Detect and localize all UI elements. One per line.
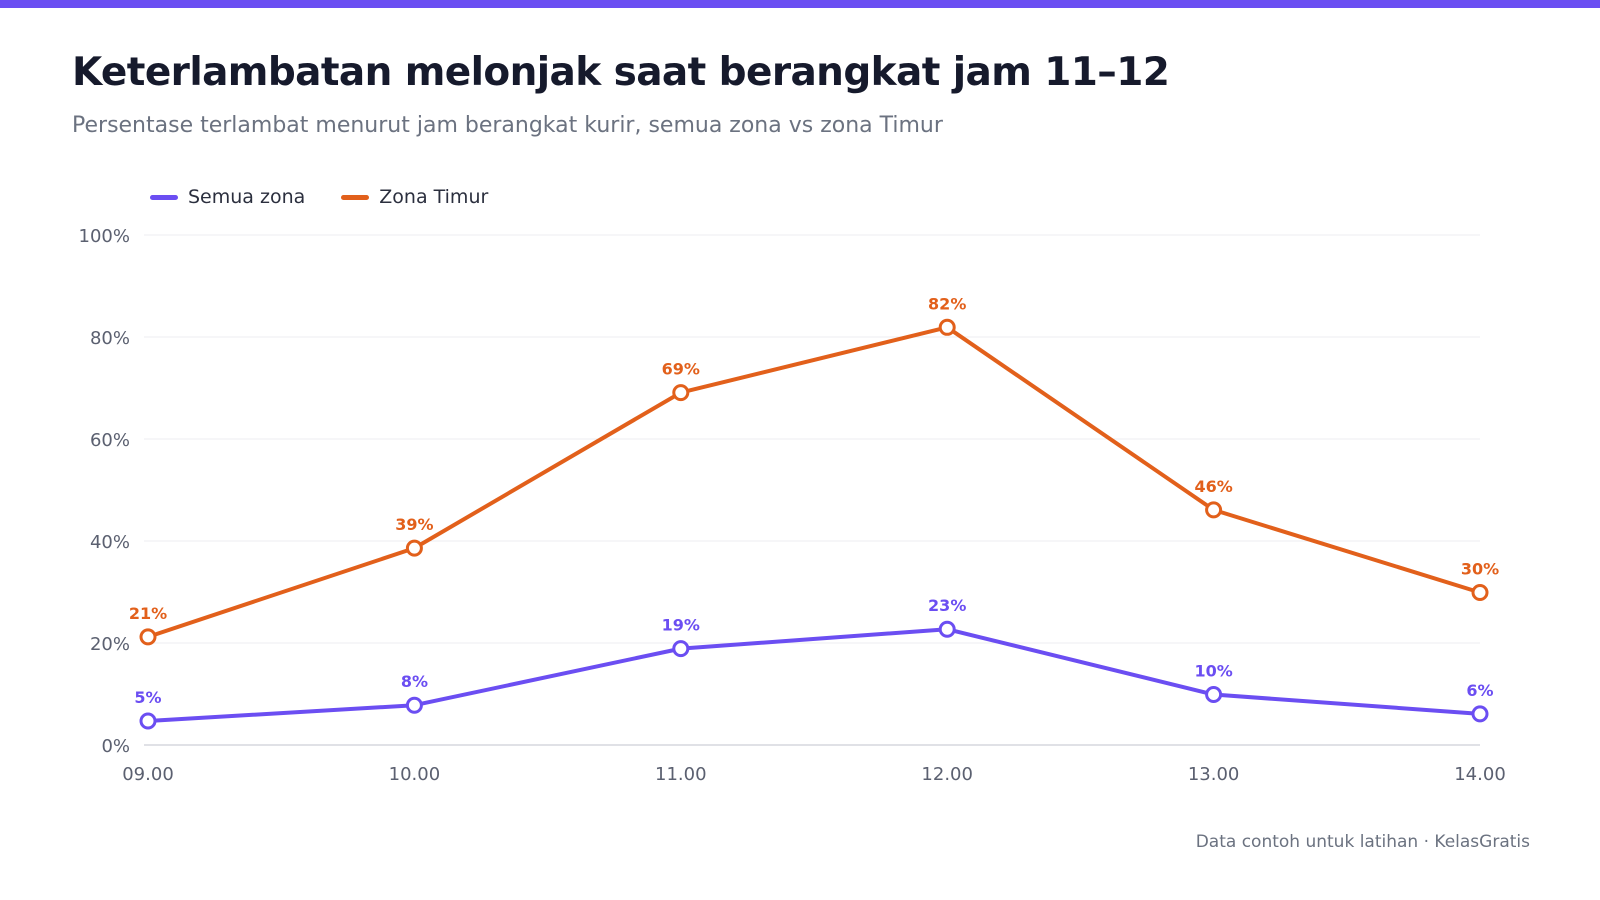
data-label-semua-zona: 8% [401,672,428,691]
legend-item-zona-timur: Zona Timur [341,186,488,208]
data-label-zona-timur: 69% [662,360,700,379]
y-tick-label: 80% [90,328,130,349]
legend-label-zona-timur: Zona Timur [379,186,489,208]
data-point-semua-zona [1471,705,1489,723]
data-label-semua-zona: 19% [662,616,700,635]
data-point-semua-zona [672,640,690,658]
y-tick-label: 60% [90,430,130,451]
data-point-zona-timur [1471,584,1489,602]
x-tick-label: 13.00 [1188,764,1240,785]
data-label-zona-timur: 30% [1461,560,1499,579]
y-tick-label: 20% [90,634,130,655]
data-label-semua-zona: 23% [928,596,966,615]
legend: Semua zona Zona Timur [150,186,524,208]
data-point-semua-zona [938,620,956,638]
footer-note: Data contoh untuk latihan · KelasGratis [1195,832,1530,852]
top-accent-bar [0,0,1600,8]
data-point-semua-zona [405,696,423,714]
data-label-semua-zona: 10% [1194,662,1232,681]
data-point-zona-timur [139,628,157,646]
x-tick-label: 09.00 [122,764,174,785]
data-point-zona-timur [672,384,690,402]
legend-label-semua-zona: Semua zona [188,186,306,208]
y-tick-label: 0% [101,736,130,757]
x-tick-label: 14.00 [1454,764,1506,785]
data-point-zona-timur [405,539,423,557]
data-label-zona-timur: 46% [1194,477,1232,496]
y-tick-label: 100% [79,226,130,247]
data-label-zona-timur: 39% [395,515,433,534]
legend-swatch-zona-timur [341,194,370,200]
y-tick-label: 40% [90,532,130,553]
data-label-zona-timur: 21% [129,604,167,623]
chart-title: Keterlambatan melonjak saat berangkat ja… [72,50,1170,95]
x-tick-label: 11.00 [655,764,707,785]
legend-item-semua-zona: Semua zona [150,186,305,208]
legend-swatch-semua-zona [150,194,178,200]
x-tick-label: 10.00 [389,764,441,785]
series-line-zona-timur [146,325,1482,639]
data-label-semua-zona: 6% [1466,681,1493,700]
data-point-semua-zona [139,712,157,730]
data-label-zona-timur: 82% [928,294,966,313]
data-point-semua-zona [1205,686,1223,704]
data-point-zona-timur [938,318,956,336]
data-label-semua-zona: 5% [134,688,161,707]
x-tick-label: 12.00 [921,764,973,785]
data-point-zona-timur [1205,501,1223,519]
series-line-semua-zona [146,627,1482,724]
chart-subtitle: Persentase terlambat menurut jam berangk… [72,113,943,138]
